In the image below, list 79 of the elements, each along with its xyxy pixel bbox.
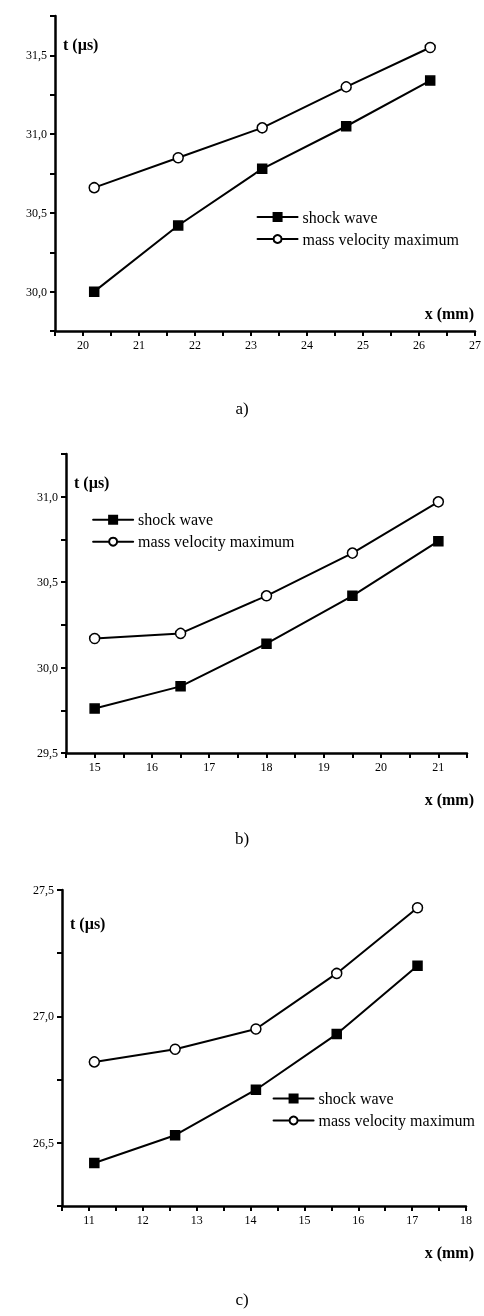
x-tick-label: 13 bbox=[190, 1213, 203, 1227]
text: a) bbox=[235, 399, 249, 418]
x-tick-label: 24 bbox=[301, 338, 313, 352]
legend-label: mass velocity maximum bbox=[138, 533, 296, 552]
x-tick-label: 25 bbox=[357, 338, 369, 352]
point bbox=[347, 590, 358, 602]
point bbox=[250, 1084, 262, 1095]
point bbox=[169, 1129, 181, 1141]
y-tick-label: 26,5 bbox=[33, 1135, 54, 1150]
point bbox=[424, 41, 436, 54]
x-tick-label: 16 bbox=[145, 760, 158, 774]
legend-label: shock wave bbox=[302, 208, 378, 226]
x-tick-label: 27 bbox=[469, 338, 481, 352]
x-tick-label: 26 bbox=[413, 338, 425, 352]
y-tick-label: 31,0 bbox=[37, 489, 58, 504]
point bbox=[172, 152, 184, 164]
y-tick-label: 27,0 bbox=[33, 1009, 54, 1024]
y-tick-label: 30,5 bbox=[26, 205, 47, 220]
x-tick-label: 17 bbox=[203, 760, 216, 774]
point bbox=[340, 121, 352, 132]
x-tick-label: 22 bbox=[189, 338, 201, 352]
point bbox=[346, 547, 359, 559]
x-tick-label: 15 bbox=[298, 1213, 311, 1227]
x-tick-label: 20 bbox=[375, 760, 388, 774]
point bbox=[330, 967, 343, 980]
x-tick-label: 12 bbox=[136, 1213, 149, 1227]
x-tick-label: 20 bbox=[77, 338, 89, 352]
x-axis-title: x (mm) bbox=[424, 790, 474, 809]
text: b) bbox=[234, 829, 250, 848]
x-tick-label: 17 bbox=[406, 1213, 419, 1227]
point bbox=[411, 901, 424, 914]
y-tick-label: 31,5 bbox=[26, 48, 47, 63]
y-tick-label: 27,5 bbox=[33, 883, 54, 897]
point bbox=[88, 181, 100, 194]
x-tick-label: 18 bbox=[460, 1213, 472, 1227]
point bbox=[433, 535, 444, 547]
point bbox=[88, 632, 101, 645]
x-tick-label: 23 bbox=[245, 338, 257, 352]
x-tick-label: 21 bbox=[133, 338, 145, 352]
point bbox=[424, 75, 436, 86]
x-tick-label: 18 bbox=[260, 760, 273, 774]
point bbox=[250, 1023, 262, 1035]
y-tick-label: 29,5 bbox=[37, 746, 58, 760]
x-tick-label: 19 bbox=[317, 760, 330, 774]
point bbox=[331, 1028, 342, 1040]
point bbox=[256, 163, 268, 175]
y-tick-label: 30,5 bbox=[37, 575, 58, 590]
legend-label: shock wave bbox=[138, 511, 214, 529]
legend-label: mass velocity maximum bbox=[302, 230, 460, 249]
legend-label: mass velocity maximum bbox=[318, 1112, 476, 1130]
x-tick-label: 14 bbox=[244, 1213, 257, 1227]
point bbox=[169, 1043, 181, 1056]
y-axis-title: t (µs) bbox=[70, 914, 106, 933]
x-tick-label: 15 bbox=[88, 760, 101, 774]
legend-label: shock wave bbox=[318, 1090, 394, 1107]
x-tick-label: 16 bbox=[352, 1213, 365, 1227]
x-axis-title: x (mm) bbox=[424, 1243, 474, 1262]
y-axis-title: t (µs) bbox=[63, 35, 99, 54]
y-tick-label: 31,0 bbox=[26, 127, 47, 142]
point bbox=[412, 960, 423, 972]
text: c) bbox=[235, 1290, 249, 1309]
point bbox=[88, 286, 100, 297]
point bbox=[175, 681, 186, 692]
point bbox=[174, 627, 187, 640]
y-tick-label: 30,0 bbox=[26, 284, 47, 299]
y-axis-title: t (µs) bbox=[74, 473, 110, 492]
x-tick-label: 21 bbox=[432, 760, 445, 774]
x-axis-title: x (mm) bbox=[424, 304, 474, 323]
point bbox=[89, 1157, 100, 1169]
point bbox=[432, 496, 445, 508]
point bbox=[340, 81, 352, 93]
point bbox=[88, 1056, 101, 1068]
y-tick-label: 30,0 bbox=[37, 660, 58, 675]
point bbox=[260, 590, 273, 602]
point bbox=[256, 122, 268, 134]
point bbox=[261, 638, 272, 649]
x-tick-label: 11 bbox=[83, 1213, 95, 1227]
point bbox=[89, 703, 100, 714]
point bbox=[172, 220, 184, 231]
